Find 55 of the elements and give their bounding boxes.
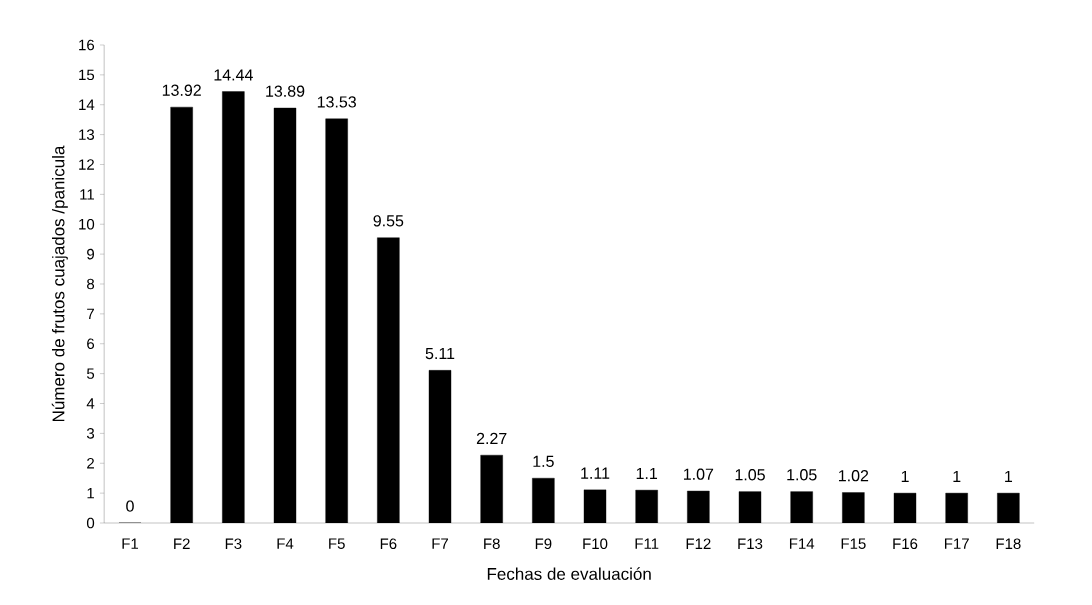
x-tick-label: F7 [432, 538, 449, 549]
x-tick-label: F8 [484, 538, 500, 550]
data-label: 13.92 [162, 84, 201, 96]
data-label: 1.05 [787, 469, 817, 481]
x-axis-title: Fechas de evaluación [487, 567, 651, 580]
y-tick-label: 2 [87, 458, 94, 469]
y-tick-label: 16 [79, 39, 95, 51]
y-tick-label: 15 [79, 69, 95, 81]
data-label: 13.89 [266, 85, 305, 97]
y-tick-label: 6 [87, 338, 95, 350]
y-tick-label: 8 [87, 278, 95, 290]
y-axis-title: Número de frutos cuajados /panicula [51, 145, 68, 422]
x-tick-label: F16 [893, 538, 918, 550]
x-tick-label: F9 [535, 538, 552, 550]
y-tick-label: 4 [86, 398, 95, 409]
y-tick-label: 7 [87, 308, 94, 320]
data-label: 9.55 [373, 215, 404, 227]
data-label: 1 [953, 470, 961, 482]
x-tick-label: F10 [583, 538, 608, 550]
y-tick-label: 14 [79, 99, 95, 110]
data-label: 13.53 [317, 96, 356, 108]
data-label: 1.02 [838, 470, 869, 482]
data-label: 1.11 [581, 467, 610, 479]
data-label: 2.27 [476, 432, 507, 444]
x-tick-label: F17 [944, 538, 969, 549]
x-tick-label: F4 [277, 538, 294, 549]
data-label: 1.1 [636, 467, 658, 479]
x-tick-label: F2 [174, 538, 190, 549]
x-tick-label: F6 [380, 538, 397, 550]
data-label: 1.05 [735, 469, 765, 481]
y-tick-label: 1 [87, 487, 94, 499]
x-tick-label: F11 [635, 538, 659, 549]
x-tick-label: F3 [225, 538, 242, 550]
x-tick-label: F14 [789, 538, 815, 549]
data-label: 5.11 [425, 347, 455, 360]
x-tick-label: F13 [738, 538, 763, 550]
y-tick-label: 12 [79, 159, 94, 170]
data-label: 1 [1005, 470, 1013, 482]
y-tick-label: 9 [87, 248, 94, 260]
x-tick-label: F12 [686, 538, 711, 549]
y-tick-label: 5 [86, 368, 95, 379]
y-tick-label: 10 [79, 218, 95, 230]
y-tick-label: 3 [86, 428, 95, 439]
data-label: 0 [126, 500, 134, 512]
x-tick-label: F5 [329, 538, 345, 549]
x-tick-label: F18 [996, 538, 1021, 550]
x-tick-label: F15 [841, 538, 866, 549]
y-tick-label: 0 [86, 517, 95, 529]
y-tick-label: 11 [80, 189, 94, 200]
data-label: 1 [901, 470, 909, 482]
data-label: 14.44 [214, 69, 253, 81]
data-label: 1.5 [533, 455, 554, 467]
y-tick-label: 13 [79, 129, 95, 140]
data-label: 1.07 [683, 468, 714, 480]
x-tick-label: F1 [122, 538, 139, 549]
